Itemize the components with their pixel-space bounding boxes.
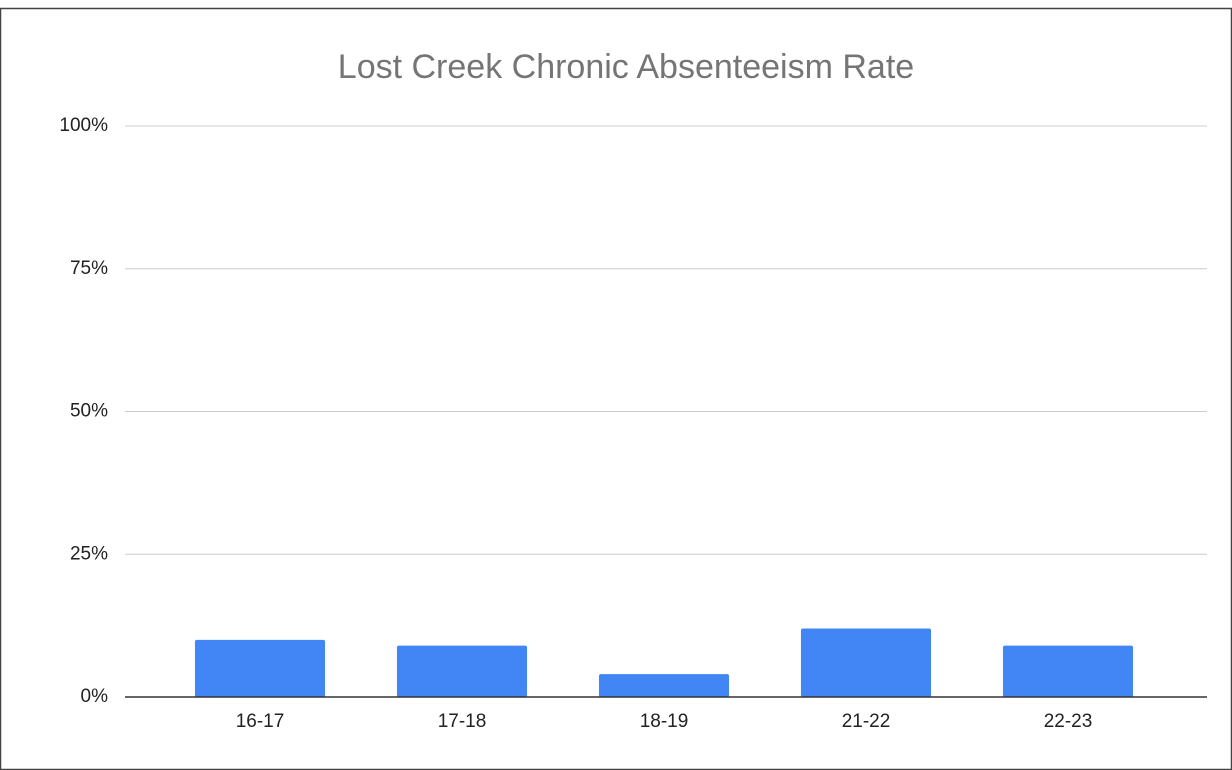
- x-tick-label: 17-18: [438, 711, 487, 732]
- x-tick-label: 18-19: [640, 711, 689, 732]
- y-tick-label: 100%: [59, 115, 108, 136]
- y-tick-label: 75%: [70, 258, 108, 279]
- x-tick-label: 21-22: [842, 711, 891, 732]
- chart-title: Lost Creek Chronic Absenteeism Rate: [338, 48, 914, 86]
- y-tick-label: 0%: [81, 686, 109, 707]
- bar: [194, 639, 326, 697]
- bar: [598, 674, 730, 697]
- bar: [1002, 645, 1134, 697]
- y-tick-label: 50%: [70, 401, 108, 422]
- x-tick-label: 22-23: [1044, 711, 1093, 732]
- bar: [396, 645, 528, 697]
- x-tick-label: 16-17: [236, 711, 285, 732]
- y-tick-label: 25%: [70, 543, 108, 564]
- bar: [800, 628, 932, 697]
